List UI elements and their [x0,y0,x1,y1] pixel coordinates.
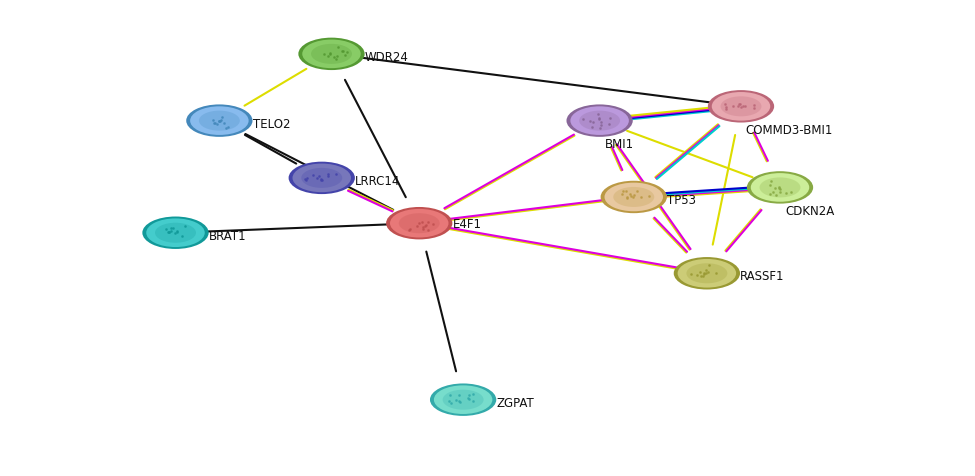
Circle shape [678,259,736,288]
Circle shape [579,111,620,131]
Circle shape [613,188,654,208]
Circle shape [712,93,770,121]
Circle shape [566,105,633,138]
Circle shape [301,169,342,188]
Text: TELO2: TELO2 [253,117,290,130]
Circle shape [708,91,774,123]
Text: E4F1: E4F1 [452,217,482,230]
Circle shape [601,181,667,214]
Circle shape [399,214,440,234]
Circle shape [570,107,629,136]
Text: COMMD3-BMI1: COMMD3-BMI1 [746,123,834,137]
Text: RASSF1: RASSF1 [740,269,785,283]
Text: WDR24: WDR24 [365,50,409,64]
Text: CDKN2A: CDKN2A [785,204,835,218]
Circle shape [386,208,452,240]
Circle shape [155,223,196,243]
Circle shape [142,217,209,249]
Circle shape [190,107,249,136]
Text: BRAT1: BRAT1 [209,229,247,242]
Circle shape [186,105,253,138]
Text: TP53: TP53 [667,193,696,207]
Circle shape [721,97,761,117]
Circle shape [443,390,484,410]
Circle shape [674,258,740,290]
Circle shape [311,45,352,65]
Circle shape [751,174,809,202]
Circle shape [292,164,351,193]
Circle shape [604,183,663,212]
Circle shape [390,209,448,238]
Circle shape [760,178,800,198]
Circle shape [430,384,496,416]
Circle shape [434,386,492,414]
Circle shape [298,39,365,71]
Text: ZGPAT: ZGPAT [496,396,534,409]
Circle shape [747,172,813,204]
Circle shape [289,162,355,195]
Circle shape [302,40,361,69]
Circle shape [686,264,727,284]
Text: LRRC14: LRRC14 [355,174,401,188]
Circle shape [199,111,240,131]
Text: BMI1: BMI1 [604,138,634,151]
Circle shape [146,219,205,248]
